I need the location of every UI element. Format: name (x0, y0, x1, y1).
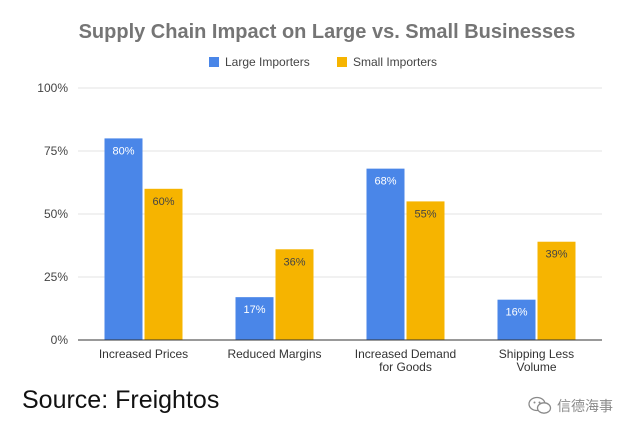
bar-large (104, 138, 143, 340)
y-tick-label: 25% (44, 270, 68, 284)
bar-large (497, 299, 536, 340)
y-tick-label: 0% (51, 333, 69, 347)
bar-large (366, 168, 405, 340)
data-label: 39% (545, 249, 567, 261)
data-label: 36% (283, 256, 305, 268)
watermark: 信德海事 (528, 396, 613, 416)
x-axis-categories: Increased Prices Reduced Margins Increased… (99, 347, 574, 374)
y-tick-label: 75% (44, 144, 68, 158)
bar-small (275, 249, 314, 340)
data-label: 60% (152, 196, 174, 208)
chart-title: Supply Chain Impact on Large vs. Small B… (79, 21, 576, 43)
legend-label-large: Large Importers (225, 55, 310, 69)
bar-large (235, 297, 274, 340)
bar-small (406, 201, 445, 340)
x-category-line: Reduced Margins (227, 347, 321, 361)
x-category-label: Increased Demand for Goods (355, 347, 456, 374)
bar-small (144, 188, 183, 340)
x-category-line: Volume (516, 360, 556, 374)
data-label: 17% (243, 304, 265, 316)
legend-swatch-small (337, 57, 347, 67)
watermark-text: 信德海事 (557, 399, 613, 415)
x-category-label: Increased Prices (99, 347, 188, 361)
y-tick-label: 100% (37, 81, 68, 95)
bars (104, 138, 576, 340)
wechat-icon (528, 396, 552, 414)
x-category-line: Increased Prices (99, 347, 188, 361)
legend-swatch-large (209, 57, 219, 67)
data-label: 16% (505, 307, 527, 319)
x-category-line: for Goods (379, 360, 432, 374)
x-category-label: Reduced Margins (227, 347, 321, 361)
data-label: 68% (374, 176, 396, 188)
data-labels: 80% 60% 17% 36% 68% 55% 16% 39% (112, 145, 567, 318)
y-tick-label: 50% (44, 207, 68, 221)
data-label: 55% (414, 208, 436, 220)
data-label: 80% (112, 145, 134, 157)
bar-small (537, 241, 576, 340)
y-axis-ticks: 0% 25% 50% 75% 100% (37, 81, 68, 347)
source-caption: Source: Freightos (22, 386, 220, 414)
legend: Large Importers Small Importers (209, 55, 437, 69)
x-category-line: Increased Demand (355, 347, 456, 361)
legend-label-small: Small Importers (353, 55, 437, 69)
x-category-label: Shipping Less Volume (499, 347, 574, 374)
x-category-line: Shipping Less (499, 347, 574, 361)
